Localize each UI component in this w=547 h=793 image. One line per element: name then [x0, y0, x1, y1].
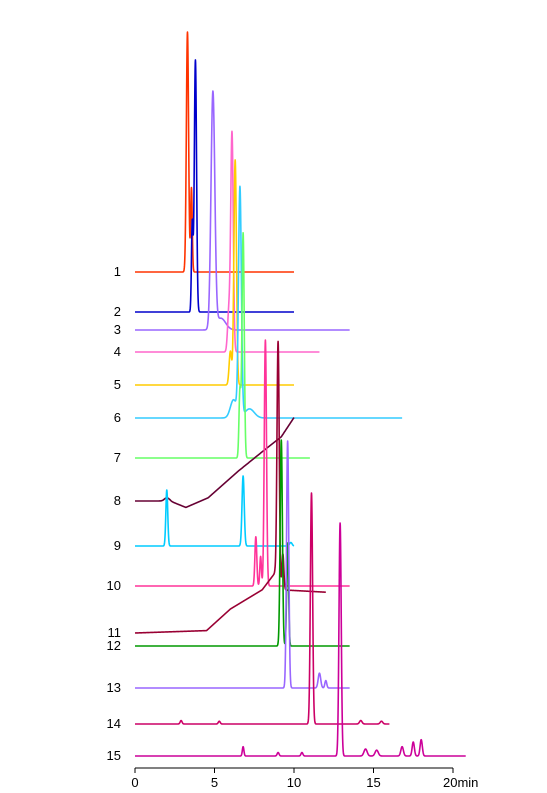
trace-label-1: 1: [114, 264, 121, 279]
trace-2: [134, 59, 295, 313]
trace-label-8: 8: [114, 493, 121, 508]
trace-6: [134, 185, 403, 419]
trace-label-15: 15: [107, 748, 121, 763]
trace-label-12: 12: [107, 638, 121, 653]
x-axis: 0 5 10 15 20min: [131, 767, 478, 790]
x-tick-label-5: 5: [211, 775, 218, 790]
trace-10: [134, 339, 351, 587]
x-tick-label-10: 10: [287, 775, 301, 790]
trace-label-14: 14: [107, 716, 121, 731]
trace-group: [134, 31, 467, 757]
trace-label-6: 6: [114, 410, 121, 425]
trace-label-9: 9: [114, 538, 121, 553]
x-tick-label-15: 15: [366, 775, 380, 790]
x-tick-label-20: 20min: [443, 775, 478, 790]
trace-label-7: 7: [114, 450, 121, 465]
trace-9: [134, 475, 295, 547]
trace-label-13: 13: [107, 680, 121, 695]
trace-label-2: 2: [114, 304, 121, 319]
trace-7: [134, 231, 311, 459]
x-tick-label-0: 0: [131, 775, 138, 790]
trace-8: [134, 416, 295, 509]
trace-15: [134, 522, 467, 757]
trace-label-5: 5: [114, 377, 121, 392]
trace-label-3: 3: [114, 322, 121, 337]
trace-11: [134, 340, 327, 634]
trace-12: [134, 439, 351, 647]
trace-label-10: 10: [107, 578, 121, 593]
trace-14: [134, 492, 391, 725]
trace-label-11: 11: [108, 625, 122, 640]
trace-label-4: 4: [114, 344, 121, 359]
trace-1: [134, 31, 295, 273]
trace-4: [134, 130, 321, 353]
trace-5: [134, 159, 295, 386]
